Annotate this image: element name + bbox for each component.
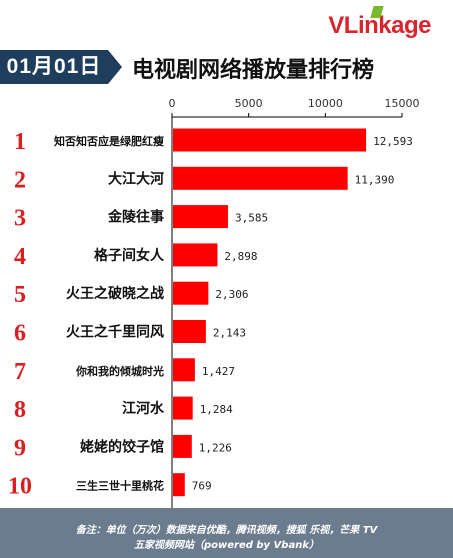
bar bbox=[173, 281, 209, 305]
bar bbox=[173, 473, 185, 497]
x-tick-label: 10000 bbox=[308, 97, 343, 110]
category-label: 金陵往事 bbox=[107, 209, 164, 226]
bar-chart: 0 5000 10000 15000 1 知否知否应是绿肥红瘦 12,593 2 大江大河 11,… bbox=[8, 97, 420, 508]
bar bbox=[173, 128, 367, 152]
bar bbox=[173, 396, 193, 420]
bar bbox=[173, 434, 192, 458]
bar bbox=[173, 166, 348, 190]
value-label: 2,898 bbox=[224, 250, 257, 263]
value-label: 2,306 bbox=[215, 288, 248, 301]
category-label: 火王之破晓之战 bbox=[66, 285, 164, 302]
x-tick-label: 15000 bbox=[385, 97, 420, 110]
footer-note: 备注：单位（万次）数据来自优酷，腾讯视频，搜狐 乐视，芒果 TV 五家视频网站（… bbox=[0, 508, 453, 558]
rank-number: 2 bbox=[14, 167, 26, 193]
category-label: 江河水 bbox=[122, 400, 165, 417]
date-badge: 01月01日 bbox=[0, 50, 122, 84]
category-label: 火王之千里同风 bbox=[66, 324, 164, 341]
rank-number: 3 bbox=[14, 206, 26, 232]
rank-number: 10 bbox=[8, 474, 32, 500]
value-label: 2,143 bbox=[213, 327, 246, 340]
value-label: 3,585 bbox=[235, 212, 268, 225]
rank-number: 4 bbox=[14, 244, 26, 270]
value-label: 11,390 bbox=[355, 173, 395, 186]
bar bbox=[173, 358, 195, 382]
page-title: 电视剧网络播放量排行榜 bbox=[132, 58, 375, 83]
value-label: 1,284 bbox=[200, 403, 233, 416]
footer-line-2: 五家视频网站（powered by Vbank） bbox=[134, 540, 319, 551]
category-label: 格子间女人 bbox=[94, 247, 165, 264]
value-label: 1,427 bbox=[202, 365, 235, 378]
category-label: 三生三世十里桃花 bbox=[76, 479, 164, 493]
category-label: 姥姥的饺子馆 bbox=[80, 438, 164, 455]
rank-number: 8 bbox=[14, 397, 26, 423]
rank-number: 1 bbox=[14, 129, 26, 155]
value-label: 1,226 bbox=[199, 441, 232, 454]
value-label: 769 bbox=[192, 480, 212, 493]
category-label: 你和我的倾城时光 bbox=[75, 364, 164, 378]
x-tick-label: 0 bbox=[169, 97, 176, 110]
value-label: 12,593 bbox=[373, 135, 413, 148]
rank-number: 5 bbox=[14, 282, 26, 308]
category-label: 知否知否应是绿肥红瘦 bbox=[53, 134, 164, 148]
vlinkage-logo: VLinkage bbox=[328, 6, 431, 40]
footer-line-1: 备注：单位（万次）数据来自优酷，腾讯视频，搜狐 乐视，芒果 TV bbox=[75, 525, 378, 536]
bar bbox=[173, 243, 218, 267]
category-label: 大江大河 bbox=[108, 170, 164, 187]
rank-number: 7 bbox=[14, 359, 26, 385]
bar bbox=[173, 320, 206, 343]
bar bbox=[173, 205, 228, 229]
rank-number: 6 bbox=[14, 321, 26, 347]
rank-number: 9 bbox=[14, 435, 26, 461]
x-tick-label: 5000 bbox=[235, 97, 263, 110]
